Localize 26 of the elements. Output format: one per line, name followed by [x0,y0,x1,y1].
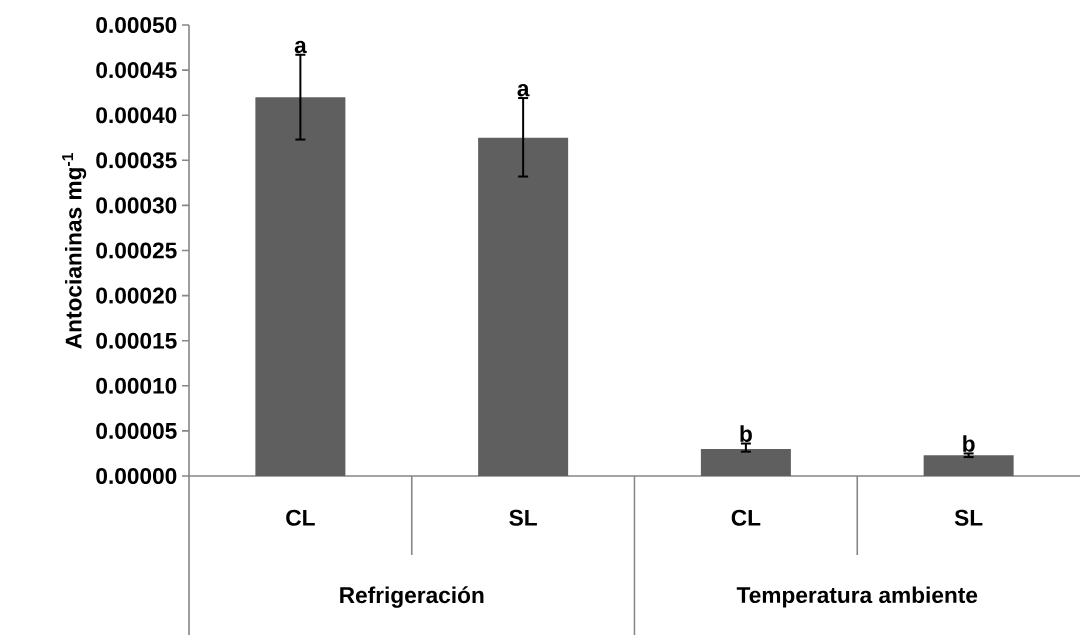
y-tick-label: 0.00040 [96,107,177,124]
y-axis-title: Antocianinas mg$^{-1}$ [62,152,87,349]
bar [700,448,791,476]
x-tick-label: SL [954,509,983,526]
y-tick-label: 0.00020 [96,287,177,304]
bar [255,97,346,476]
data-label: b [740,425,752,442]
y-tick-label: 0.00005 [96,422,177,439]
data-label: a [517,84,530,97]
y-tick-label: 0.00035 [96,152,177,169]
x-tick-label: SL [509,509,537,526]
bar [478,137,569,476]
y-tick-label: 0.00030 [96,197,177,214]
data-label: b [963,435,975,452]
text: Temperatura ambiente [736,586,978,608]
x-tick-label: CL [731,509,761,526]
y-tick-label: 0.00000 [96,467,177,485]
bar [923,455,1014,476]
y-tick-label: 0.00010 [96,377,177,394]
text: Refrigeración [340,586,484,608]
y-tick-label: 0.00015 [96,332,177,349]
y-tick-label: 0.00045 [96,62,177,79]
y-tick-label: 0.00050 [96,16,177,34]
x-tick-label: CL [286,509,315,526]
y-tick-label: 0.00025 [96,242,177,259]
data-label: a [294,40,307,54]
